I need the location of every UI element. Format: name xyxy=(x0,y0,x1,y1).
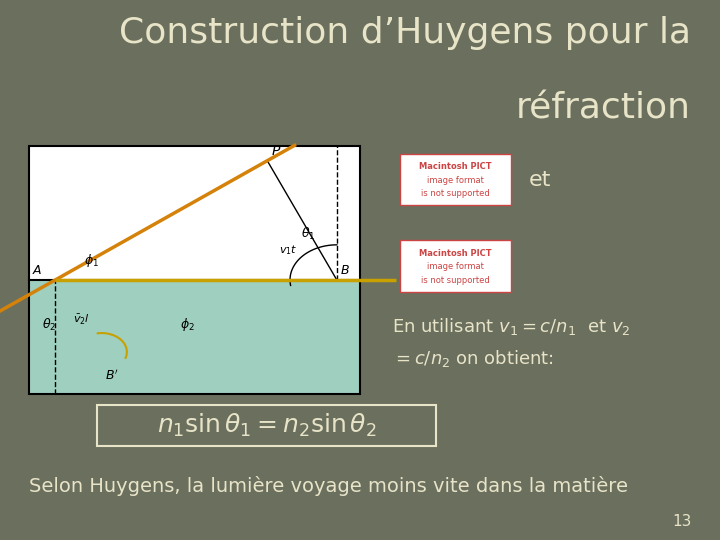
Text: image format: image format xyxy=(427,176,484,185)
Text: $n_1 \sin \theta_1 = n_2 \sin \theta_2$: $n_1 \sin \theta_1 = n_2 \sin \theta_2$ xyxy=(157,411,376,439)
Text: En utilisant $v_1 = c/n_1$  et $v_2$: En utilisant $v_1 = c/n_1$ et $v_2$ xyxy=(392,316,631,337)
Text: $\phi_2$: $\phi_2$ xyxy=(180,316,195,333)
Text: $P$: $P$ xyxy=(271,144,282,158)
Text: réfraction: réfraction xyxy=(516,92,691,126)
Bar xyxy=(400,154,511,205)
Text: Selon Huygens, la lumière voyage moins vite dans la matière: Selon Huygens, la lumière voyage moins v… xyxy=(29,476,628,496)
Text: Macintosh PICT: Macintosh PICT xyxy=(419,162,492,171)
Text: $\theta_1$: $\theta_1$ xyxy=(301,226,315,242)
Text: $A$: $A$ xyxy=(32,264,42,277)
Text: $B'$: $B'$ xyxy=(105,368,119,383)
Text: image format: image format xyxy=(427,262,484,272)
Text: $= c/n_2$ on obtient:: $= c/n_2$ on obtient: xyxy=(392,348,554,369)
Bar xyxy=(97,405,436,446)
Text: $\phi_1$: $\phi_1$ xyxy=(84,252,99,269)
Text: $v_1 t$: $v_1 t$ xyxy=(279,244,297,257)
Text: $\bar{v}_2 l$: $\bar{v}_2 l$ xyxy=(73,313,90,327)
Text: Construction d’Huygens pour la: Construction d’Huygens pour la xyxy=(120,16,691,50)
Text: et: et xyxy=(529,170,552,190)
Text: is not supported: is not supported xyxy=(421,190,490,198)
Text: $B$: $B$ xyxy=(341,264,350,277)
Text: $\theta_2$: $\theta_2$ xyxy=(42,316,56,333)
Bar xyxy=(29,146,360,394)
Text: 13: 13 xyxy=(672,514,691,529)
Bar xyxy=(29,146,360,280)
Bar xyxy=(29,280,360,394)
Text: Macintosh PICT: Macintosh PICT xyxy=(419,248,492,258)
Text: is not supported: is not supported xyxy=(421,276,490,285)
Bar xyxy=(400,240,511,292)
